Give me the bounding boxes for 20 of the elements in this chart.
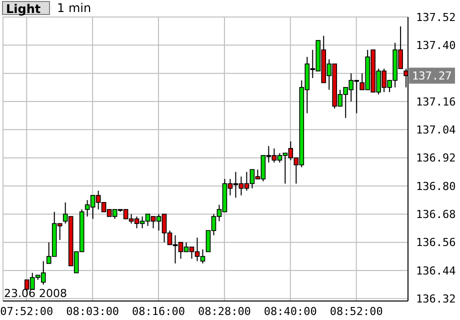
- text: 1 min: [57, 1, 92, 15]
- annotation: 23.06 2008: [4, 287, 67, 300]
- y-tick-label: 136.80: [416, 180, 456, 193]
- x-tick-label: 08:52:00: [330, 304, 383, 318]
- y-tick-label: 136.56: [416, 236, 456, 250]
- y-tick-label: 136.92: [416, 152, 456, 165]
- y-tick-label: 137.40: [416, 39, 456, 52]
- y-tick-label: 137.52: [416, 10, 456, 24]
- y-tick-label: 136.44: [416, 264, 456, 278]
- x-tick-label: 08:16:00: [132, 304, 186, 318]
- x-tick-label: 08:40:00: [264, 304, 317, 318]
- y-tick-label: 136.68: [416, 208, 456, 222]
- x-tick-label: 07:52:00: [0, 304, 54, 318]
- x-tick-label: 08:03:00: [66, 304, 120, 318]
- y-tick-label: 137.04: [416, 124, 456, 137]
- toggle-button: Light: [2, 1, 50, 15]
- x-tick-label: 08:28:00: [198, 304, 251, 318]
- price-tag: 137.27: [409, 68, 455, 84]
- y-tick-label: 136.32: [416, 292, 456, 306]
- y-tick-label: 137.16: [416, 95, 456, 108]
